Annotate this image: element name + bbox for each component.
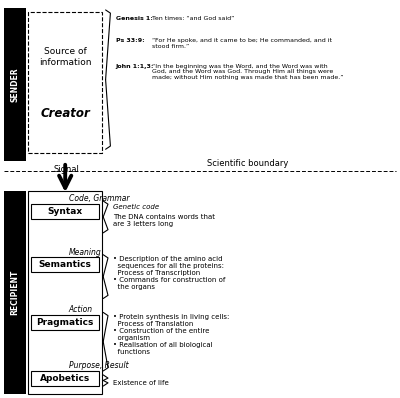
Text: Purpose, Result: Purpose, Result [69,361,128,370]
Bar [28,191,102,394]
Text: RECIPIENT: RECIPIENT [10,270,20,315]
Text: Apobetics: Apobetics [40,374,90,383]
Bar [31,315,99,330]
Text: Syntax: Syntax [48,207,82,216]
Text: Signal: Signal [54,165,80,174]
Text: “For He spoke, and it came to be; He commanded, and it
stood firm.”: “For He spoke, and it came to be; He com… [152,38,332,49]
Text: Scientific boundary: Scientific boundary [207,160,289,168]
Text: “In the beginning was the Word, and the Word was with
God, and the Word was God.: “In the beginning was the Word, and the … [152,64,343,80]
Bar [4,191,26,394]
Text: Genetic code: Genetic code [113,204,159,210]
Text: Ten times: “and God said”: Ten times: “and God said” [152,16,234,21]
Text: Code, Grammar: Code, Grammar [69,194,129,203]
Text: • Description of the amino acid
  sequences for all the proteins:
  Process of T: • Description of the amino acid sequence… [113,256,226,290]
Text: Pragmatics: Pragmatics [36,318,94,327]
Text: Existence of life: Existence of life [113,380,169,386]
Text: Ps 33:9:: Ps 33:9: [116,38,144,43]
Text: Semantics: Semantics [38,260,92,269]
Bar [31,257,99,272]
Text: SENDER: SENDER [10,67,20,102]
Text: Genesis 1:: Genesis 1: [116,16,152,21]
Text: Creator: Creator [40,107,90,120]
Text: Source of
information: Source of information [39,47,91,67]
Text: The DNA contains words that
are 3 letters long: The DNA contains words that are 3 letter… [113,214,215,227]
Text: Action: Action [69,305,93,314]
Bar [31,371,99,386]
Bar [4,8,26,161]
Text: Meaning: Meaning [69,248,102,257]
Bar [28,12,102,153]
Bar [31,204,99,219]
Text: • Protein synthesis in living cells:
  Process of Translation
• Construction of : • Protein synthesis in living cells: Pro… [113,314,230,355]
Text: John 1:1,3:: John 1:1,3: [116,64,154,69]
